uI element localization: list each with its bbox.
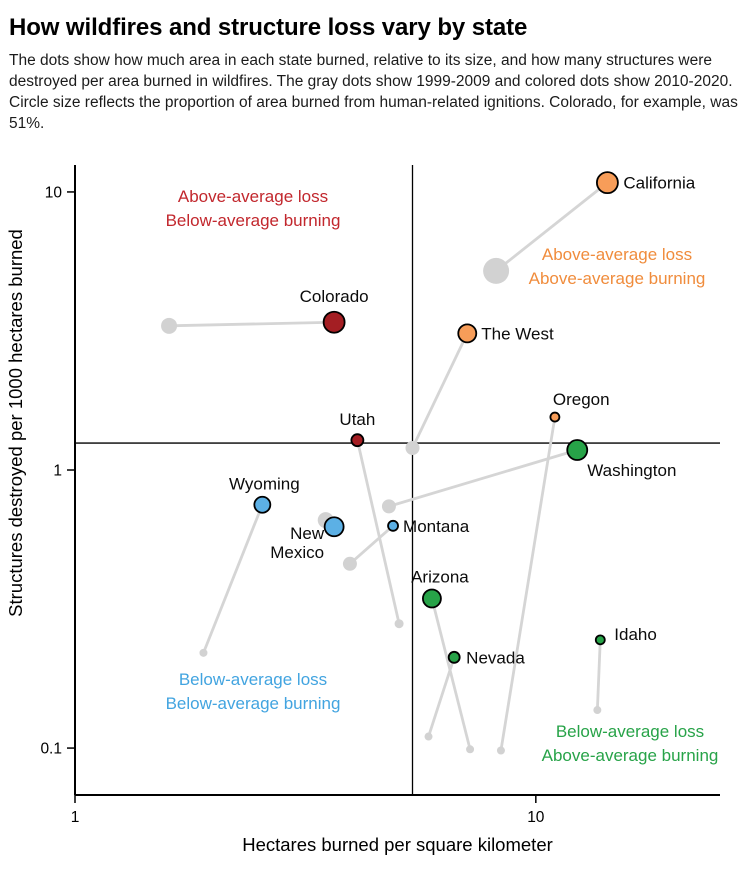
quadrant-label-above-loss-above-burning: Above-average loss Above-average burning — [529, 245, 706, 288]
dot-2010-2020-washington — [566, 438, 589, 461]
y-tick-label-1: 1 — [53, 462, 62, 479]
trend-line-utah — [356, 439, 401, 624]
dot-2010-2020-utah — [350, 432, 365, 447]
state-label-wyoming: Wyoming — [229, 474, 300, 493]
trend-line-oregon — [499, 416, 557, 751]
state-label-montana: Montana — [403, 516, 470, 535]
x-tick-label-10: 10 — [527, 809, 545, 826]
y-axis-title: Structures destroyed per 1000 hectares b… — [5, 229, 26, 617]
trend-line-the-west — [411, 332, 469, 449]
y-tick-label-0.1: 0.1 — [40, 740, 62, 757]
dot-2010-2020-wyoming — [253, 495, 272, 514]
dot-2010-2020-montana — [387, 519, 399, 532]
dot-2010-2020-nevada — [447, 650, 461, 664]
dot-1999-2009-idaho — [593, 705, 602, 714]
chart-title: How wildfires and structure loss vary by… — [9, 14, 528, 41]
trend-line-arizona — [430, 597, 472, 750]
quadrant-label-above-loss-below-burning: Above-average loss Below-average burning — [166, 187, 341, 230]
x-tick-label-1: 1 — [71, 809, 80, 826]
state-label-nevada: Nevada — [466, 648, 525, 667]
state-label-new-mexico: New Mexico — [270, 523, 325, 561]
trend-line-nevada — [427, 656, 456, 737]
dot-1999-2009-california — [483, 257, 510, 284]
state-label-the-west: The West — [481, 324, 554, 343]
chart-subtitle: The dots show how much area in each stat… — [9, 52, 738, 132]
dot-2010-2020-california — [596, 170, 619, 194]
state-label-arizona: Arizona — [411, 567, 469, 586]
dot-1999-2009-washington — [381, 499, 396, 514]
state-label-washington: Washington — [587, 461, 676, 480]
dot-2010-2020-idaho — [594, 634, 606, 645]
dot-2010-2020-arizona — [422, 588, 442, 609]
dot-1999-2009-utah — [394, 618, 404, 628]
dot-1999-2009-colorado — [161, 317, 178, 334]
trend-line-california — [495, 181, 609, 272]
trend-line-colorado — [169, 320, 335, 327]
dot-1999-2009-montana — [342, 556, 357, 571]
dot-2010-2020-oregon — [549, 411, 561, 423]
y-tick-label-10: 10 — [45, 184, 63, 201]
dot-1999-2009-oregon — [496, 746, 505, 755]
trend-line-washington — [388, 448, 578, 508]
quadrant-label-below-loss-below-burning: Below-average loss Below-average burning — [166, 670, 341, 713]
state-label-idaho: Idaho — [614, 625, 657, 644]
quadrant-label-below-loss-above-burning: Below-average loss Above-average burning — [542, 722, 719, 765]
dot-1999-2009-nevada — [424, 732, 433, 741]
trend-line-wyoming — [202, 503, 264, 654]
dot-1999-2009-wyoming — [199, 648, 208, 657]
trend-line-montana — [348, 524, 394, 565]
dot-1999-2009-the-west — [405, 440, 420, 455]
state-label-colorado: Colorado — [300, 287, 369, 306]
scatter-chart: 1 10 10 1 0.1 California The West Oregon Colorad… — [5, 164, 720, 855]
x-axis-title: Hectares burned per square kilometer — [242, 834, 553, 855]
dot-2010-2020-colorado — [322, 310, 346, 334]
trend-line-idaho — [595, 639, 602, 710]
state-label-oregon: Oregon — [553, 390, 610, 409]
dot-1999-2009-arizona — [466, 744, 475, 753]
state-label-california: California — [623, 173, 695, 192]
dot-2010-2020-the-west — [457, 323, 478, 343]
dot-2010-2020-new-mexico — [323, 516, 345, 537]
state-label-utah: Utah — [339, 410, 375, 429]
